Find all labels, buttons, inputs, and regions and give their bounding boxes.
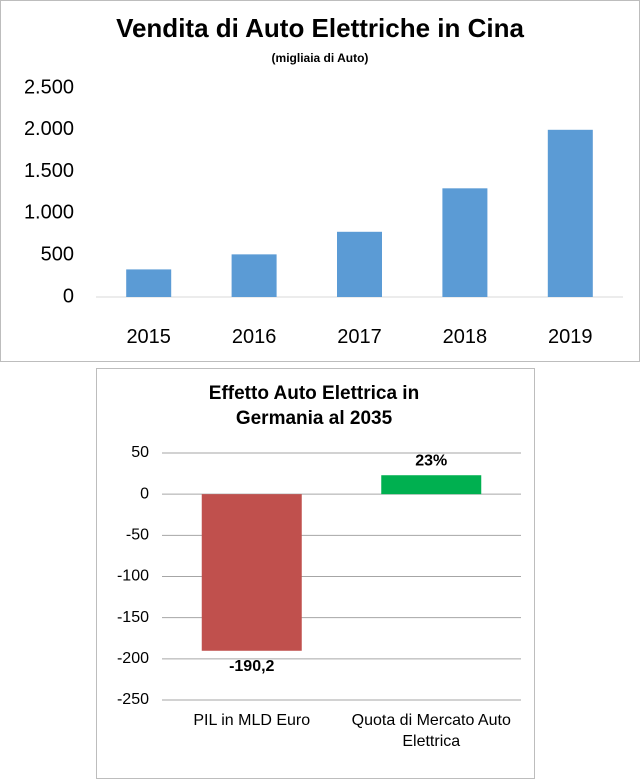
y-tick-label: 1.500 bbox=[24, 160, 74, 182]
chart-box: -250 -200 -150 -100 -50 0 50 -190,2 23% Effetto … bbox=[96, 368, 535, 779]
data-label: 23% bbox=[415, 452, 447, 469]
x-tick-label: 2018 bbox=[442, 326, 488, 348]
bar bbox=[201, 494, 302, 651]
x-tick-label: Quota di Mercato Auto Elettrica bbox=[351, 712, 511, 751]
bar bbox=[381, 475, 482, 495]
x-tick-label: 2015 bbox=[126, 326, 171, 348]
x-tick-label: 2017 bbox=[337, 326, 382, 348]
bar bbox=[547, 129, 593, 297]
chart-title: Vendita di Auto Elettriche in Cina bbox=[116, 13, 524, 43]
y-tick-label: -250 bbox=[117, 691, 149, 708]
y-tick-label: 2.000 bbox=[24, 118, 74, 140]
data-label: -190,2 bbox=[229, 658, 274, 675]
y-tick-label: -150 bbox=[117, 609, 149, 626]
y-tick-label: -50 bbox=[126, 527, 149, 544]
chart-title: Effetto Auto Elettrica in Germania al 20… bbox=[208, 383, 420, 429]
y-tick-label: 50 bbox=[131, 444, 149, 461]
bar bbox=[442, 188, 488, 297]
chart: 0 500 1.000 1.500 2.000 2.500 bbox=[24, 76, 623, 307]
y-tick-label: -100 bbox=[117, 568, 149, 585]
y-tick-label: 0 bbox=[140, 485, 149, 502]
y-tick-label: 0 bbox=[63, 285, 74, 307]
bar bbox=[231, 254, 277, 297]
x-tick-label: 2019 bbox=[548, 326, 593, 348]
y-tick-label: -200 bbox=[117, 650, 149, 667]
bar bbox=[126, 269, 172, 297]
y-tick-label: 1.000 bbox=[24, 202, 74, 224]
x-tick-label: PIL in MLD Euro bbox=[193, 712, 311, 730]
bar bbox=[337, 231, 382, 297]
y-tick-label: 500 bbox=[41, 243, 74, 265]
x-tick-label: 2016 bbox=[231, 326, 277, 348]
y-tick-label: 2.500 bbox=[24, 76, 74, 98]
chart: -250 -200 -150 -100 -50 0 50 -190,2 23% bbox=[117, 444, 521, 708]
chart-subtitle: (migliaia di Auto) bbox=[271, 51, 369, 65]
chart-box: 0 500 1.000 1.500 2.000 2.500 Vendita di Auto… bbox=[0, 0, 640, 362]
